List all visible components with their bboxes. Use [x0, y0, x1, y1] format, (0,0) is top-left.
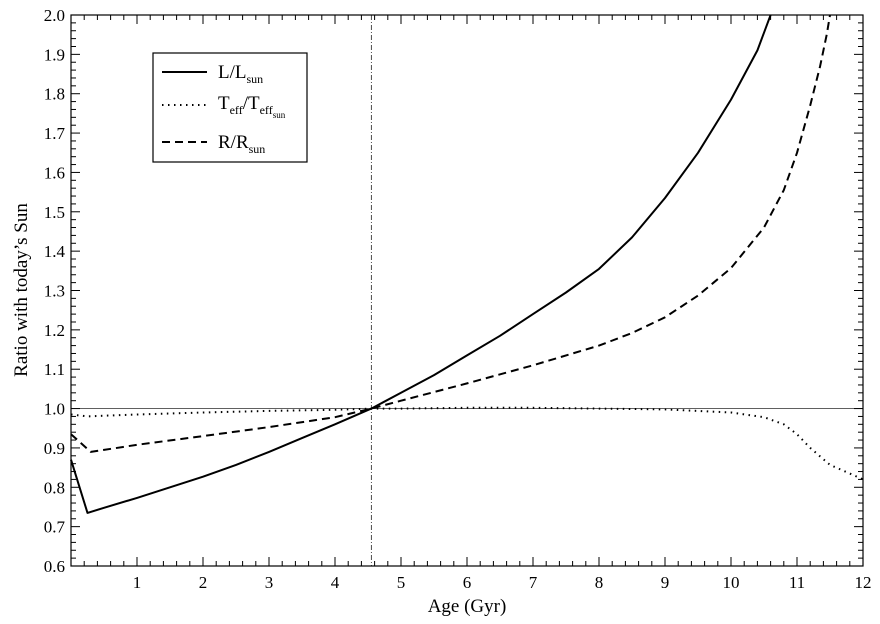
legend-label-luminosity: L/Lsun	[218, 62, 263, 86]
legend-temperature-main: T	[218, 93, 230, 114]
x-axis-title: Age (Gyr)	[428, 596, 507, 617]
series-line-temperature	[70, 406, 864, 481]
y-tick-label: 0.9	[44, 439, 65, 458]
series-lines	[70, 14, 864, 514]
y-tick-label: 1.3	[44, 282, 65, 301]
x-tick-label: 4	[331, 573, 340, 592]
series-line-radius	[70, 14, 831, 453]
legend-label-radius: R/Rsun	[218, 132, 265, 156]
x-tick-label: 3	[265, 573, 274, 592]
legend-label-temperature: Teff/Teffsun	[218, 93, 286, 120]
y-tick-label: 1.1	[44, 360, 65, 379]
x-tick-label: 8	[595, 573, 604, 592]
x-tick-label: 12	[855, 573, 872, 592]
axis-ticks: 1 2 3 4 5 6 7 8 9 10 11 120.60.70.80.91.01.11.21.31…	[44, 6, 872, 592]
x-tick-label: 6	[463, 573, 472, 592]
x-tick-label: 9	[661, 573, 670, 592]
y-axis-title: Ratio with today’s Sun	[11, 203, 32, 377]
x-tick-label: 2	[199, 573, 208, 592]
legend-radius-sub: sun	[249, 142, 266, 156]
x-tick-label: 5	[397, 573, 406, 592]
y-tick-label: 1.7	[44, 124, 66, 143]
y-tick-label: 0.7	[44, 518, 66, 537]
legend-temperature-subsub2: sun	[273, 110, 286, 120]
y-tick-label: 0.6	[44, 557, 65, 576]
y-tick-label: 1.0	[44, 400, 65, 419]
x-tick-label: 1	[133, 573, 142, 592]
legend-luminosity-sub: sun	[247, 72, 264, 86]
y-tick-label: 1.2	[44, 321, 65, 340]
y-tick-label: 2.0	[44, 6, 65, 25]
x-tick-label: 11	[789, 573, 805, 592]
legend-temperature-sub: eff	[230, 103, 243, 117]
legend-temperature-main2: /T	[243, 93, 260, 114]
legend: L/Lsun Teff/Teffsun R/Rsun	[152, 52, 308, 163]
y-tick-label: 1.6	[44, 163, 65, 182]
y-tick-label: 1.5	[44, 203, 65, 222]
legend-temperature-sub2: eff	[260, 103, 273, 117]
y-tick-label: 1.9	[44, 45, 65, 64]
series-line-luminosity	[70, 14, 772, 514]
y-tick-label: 0.8	[44, 478, 65, 497]
x-tick-label: 7	[529, 573, 538, 592]
y-tick-label: 1.8	[44, 85, 65, 104]
legend-luminosity-main: L/L	[218, 62, 247, 83]
y-tick-label: 1.4	[44, 242, 66, 261]
legend-radius-main: R/R	[218, 132, 249, 153]
x-tick-label: 10	[723, 573, 740, 592]
